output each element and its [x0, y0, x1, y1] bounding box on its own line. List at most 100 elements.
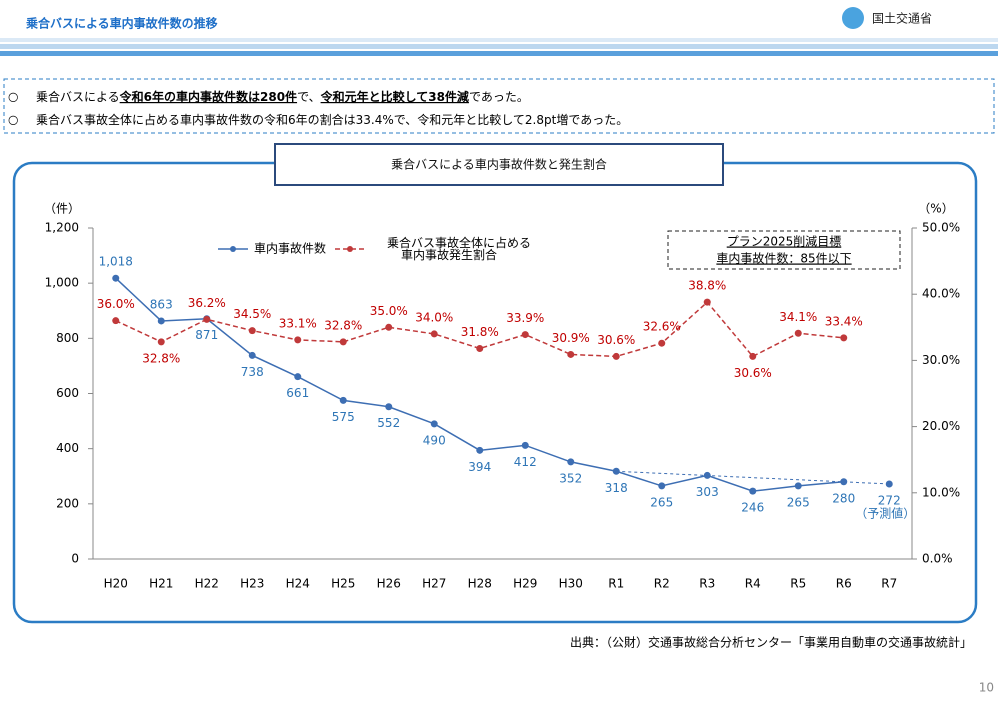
x-tick-label: H28: [468, 577, 492, 591]
annotation: プラン2025削減目標: [727, 234, 842, 249]
data-label: 246: [741, 501, 764, 515]
bullet-segment: 乗合バス事故全体に占める車内事故件数の令和6年の割合は33.4%で、令和元年と比…: [36, 112, 628, 127]
bullet-text: 乗合バス事故全体に占める車内事故件数の令和6年の割合は33.4%で、令和元年と比…: [36, 112, 628, 127]
point: [794, 482, 802, 490]
point: [703, 298, 711, 306]
point: [112, 317, 120, 325]
bullet-segment: 令和6年の車内事故件数は280件: [119, 89, 297, 104]
data-label: 1,018: [99, 255, 133, 269]
data-label: 280: [832, 491, 855, 505]
point: [840, 334, 848, 342]
point: [385, 403, 393, 411]
data-label: 738: [241, 365, 264, 379]
header-stripe: [0, 44, 998, 49]
data-label: 30.6%: [734, 366, 772, 380]
y-tick-label: 1,000: [45, 276, 79, 290]
point: [248, 351, 256, 359]
point: [885, 480, 893, 488]
bullet-text: 乗合バスによる令和6年の車内事故件数は280件で、令和元年と比較して38件減であ…: [36, 89, 529, 104]
header-stripe: [0, 51, 998, 56]
data-label: 318: [605, 481, 628, 495]
data-label: 34.0%: [415, 310, 453, 324]
data-label: 36.2%: [188, 296, 226, 310]
point: [157, 317, 165, 325]
data-label: 35.0%: [370, 304, 408, 318]
bullet-segment: 乗合バスによる: [36, 89, 120, 104]
point: [476, 446, 484, 454]
y-tick-label: 800: [56, 331, 79, 345]
point: [521, 331, 529, 339]
annotation: 車内事故件数：85件以下: [716, 251, 851, 266]
series-line: [115, 301, 844, 358]
y2-tick-label: 40.0%: [922, 287, 960, 301]
trend-line: [616, 470, 890, 485]
data-label: 32.8%: [142, 351, 180, 365]
x-tick-label: H21: [149, 577, 173, 591]
point: [476, 344, 484, 352]
y-tick-label: 200: [56, 496, 79, 510]
chart-title: 乗合バスによる車内事故件数と発生割合: [391, 157, 607, 172]
y-tick-label: 0: [71, 552, 79, 566]
summary-box: [3, 78, 995, 134]
point: [294, 373, 302, 381]
data-label: 303: [696, 485, 719, 499]
data-label: 34.1%: [779, 310, 817, 324]
point: [248, 327, 256, 335]
x-tick-label: H22: [195, 577, 219, 591]
point: [430, 330, 438, 338]
data-label: 552: [377, 416, 400, 430]
x-tick-label: R2: [654, 577, 670, 591]
x-tick-label: R4: [745, 577, 761, 591]
logo-text: 国土交通省: [872, 11, 932, 26]
point: [567, 458, 575, 466]
legend-marker: [347, 246, 353, 252]
forecast-note: （予測値）: [855, 505, 915, 520]
data-label: 575: [332, 410, 355, 424]
y-tick-label: 600: [56, 386, 79, 400]
point: [703, 471, 711, 479]
legend-marker: [230, 246, 236, 252]
point: [430, 420, 438, 428]
data-label: 30.9%: [552, 331, 590, 345]
x-tick-label: R6: [836, 577, 852, 591]
data-label: 871: [195, 328, 218, 342]
data-label: 30.6%: [597, 333, 635, 347]
point: [157, 338, 165, 346]
y2-tick-label: 50.0%: [922, 221, 960, 235]
point: [203, 315, 211, 323]
y-tick-label: 400: [56, 441, 79, 455]
data-label: 33.9%: [506, 311, 544, 325]
data-label: 34.5%: [233, 307, 271, 321]
x-tick-label: H24: [286, 577, 310, 591]
bullet-segment: 令和元年と比較して38件減: [320, 89, 469, 104]
data-label: 863: [150, 297, 173, 311]
data-label: 33.4%: [825, 314, 863, 328]
x-tick-label: H26: [377, 577, 401, 591]
data-label: 33.1%: [279, 316, 317, 330]
point: [567, 350, 575, 358]
point: [339, 338, 347, 346]
point: [612, 352, 620, 360]
x-tick-label: H29: [513, 577, 537, 591]
data-label: 265: [650, 495, 673, 509]
data-label: 661: [286, 386, 309, 400]
x-tick-label: H23: [240, 577, 264, 591]
point: [339, 396, 347, 404]
point: [294, 336, 302, 344]
y2-tick-label: 30.0%: [922, 353, 960, 367]
point: [749, 487, 757, 495]
point: [749, 352, 757, 360]
point: [112, 274, 120, 282]
x-tick-label: R1: [608, 577, 624, 591]
page-number: 10: [979, 681, 994, 695]
point: [840, 478, 848, 486]
y2-axis-label: （%）: [918, 202, 953, 216]
data-label: 32.8%: [324, 318, 362, 332]
x-tick-label: H25: [331, 577, 355, 591]
bullet-segment: であった。: [469, 90, 529, 104]
annotation-box: [667, 230, 901, 270]
page-title: 乗合バスによる車内事故件数の推移: [26, 16, 218, 31]
legend-label: 車内事故件数: [254, 241, 326, 256]
point: [658, 482, 666, 490]
x-tick-label: H20: [104, 577, 128, 591]
